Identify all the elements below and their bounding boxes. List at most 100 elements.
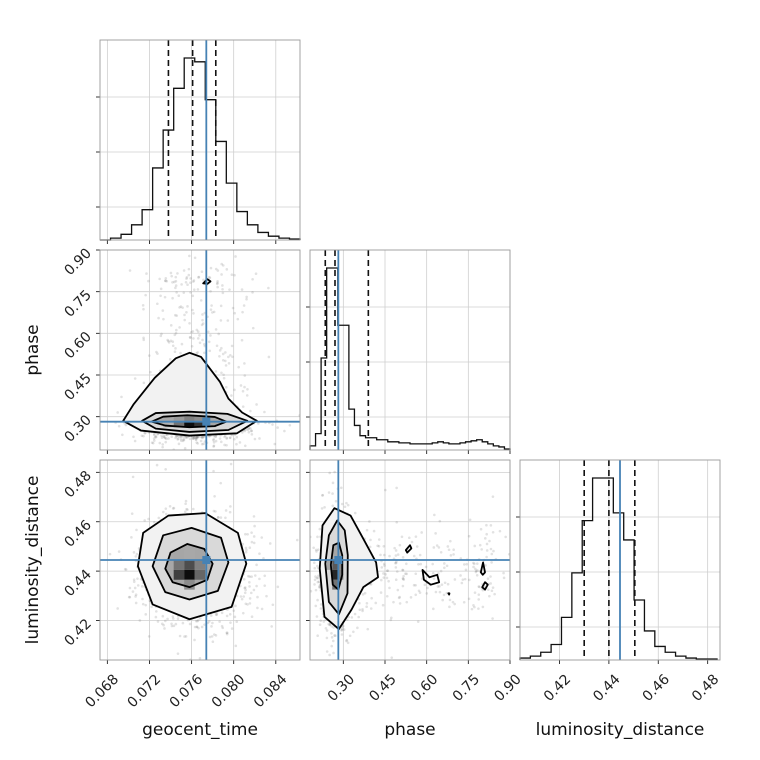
sample-point xyxy=(416,620,420,623)
sample-point xyxy=(198,334,201,337)
sample-point xyxy=(156,620,160,623)
sample-point xyxy=(253,524,256,528)
y-tick-label: 0.46 xyxy=(61,517,94,550)
sample-point xyxy=(116,411,119,414)
sample-point xyxy=(172,506,176,510)
x-tick-label: 0.48 xyxy=(689,671,722,704)
sample-point xyxy=(174,436,177,440)
sample-point xyxy=(333,470,336,474)
sample-point xyxy=(202,442,205,446)
sample-point xyxy=(144,431,147,435)
sample-point xyxy=(176,652,180,655)
contour-line xyxy=(122,351,258,437)
sample-point xyxy=(171,617,175,620)
panel-frame xyxy=(99,249,301,451)
sample-point xyxy=(491,586,495,589)
sample-point xyxy=(191,437,195,440)
sample-point xyxy=(426,586,429,590)
sample-point xyxy=(190,344,194,348)
sample-point xyxy=(486,577,490,580)
x-axis-label-phase: phase xyxy=(384,720,435,740)
sample-point xyxy=(238,441,242,444)
sample-point xyxy=(169,339,173,343)
sample-point xyxy=(330,631,333,635)
sample-point xyxy=(331,481,335,485)
sample-point xyxy=(240,597,244,601)
contour-line xyxy=(447,592,451,596)
y-tick-label: 0.75 xyxy=(61,287,94,320)
sample-point xyxy=(225,614,229,618)
sample-point xyxy=(472,561,475,565)
sample-point xyxy=(210,304,213,307)
sample-point xyxy=(263,574,267,578)
sample-point xyxy=(233,437,236,441)
sample-point xyxy=(163,619,167,623)
sample-point xyxy=(179,351,182,355)
sample-point xyxy=(447,548,451,552)
x-tick-label: 0.072 xyxy=(125,671,165,711)
sample-point xyxy=(133,586,137,590)
sample-point xyxy=(255,563,258,567)
sample-point xyxy=(176,437,180,440)
sample-point xyxy=(320,507,324,510)
sample-point xyxy=(473,591,477,594)
sample-point xyxy=(227,361,231,365)
sample-point xyxy=(331,639,335,643)
sample-point xyxy=(477,598,481,601)
sample-point xyxy=(202,278,205,282)
sample-point xyxy=(310,589,313,593)
sample-point xyxy=(162,435,166,439)
sample-point xyxy=(194,438,198,441)
contour-line xyxy=(324,519,349,616)
sample-point xyxy=(502,576,506,580)
sample-point xyxy=(316,576,320,580)
sample-point xyxy=(195,441,198,444)
sample-point xyxy=(418,553,422,557)
sample-point xyxy=(446,582,450,586)
sample-point xyxy=(132,578,136,581)
sample-point xyxy=(233,388,236,392)
panel-content xyxy=(310,460,510,660)
sample-point xyxy=(179,305,183,308)
sample-point xyxy=(315,550,318,553)
sample-point xyxy=(234,255,237,258)
sample-point xyxy=(419,562,423,566)
sample-point xyxy=(134,595,137,598)
sample-point xyxy=(389,618,393,622)
sample-point xyxy=(242,304,246,307)
sample-point xyxy=(295,538,299,542)
sample-point xyxy=(229,505,232,508)
sample-point xyxy=(234,644,238,648)
x-tick-label: 0.60 xyxy=(408,671,441,704)
sample-point xyxy=(341,627,344,631)
sample-point xyxy=(423,583,427,587)
sample-point xyxy=(235,435,239,439)
sample-point xyxy=(384,488,387,492)
sample-point xyxy=(477,607,480,610)
sample-point xyxy=(225,268,229,271)
sample-point xyxy=(241,542,245,546)
sample-point xyxy=(433,513,436,517)
sample-point xyxy=(241,611,245,615)
truth-marker xyxy=(334,556,343,564)
x-tick-label: 0.076 xyxy=(167,671,207,711)
sample-point xyxy=(341,624,345,628)
sample-point xyxy=(473,562,476,566)
sample-point xyxy=(443,562,446,565)
sample-point xyxy=(182,438,186,442)
sample-point xyxy=(171,280,174,284)
sample-point xyxy=(313,566,317,570)
sample-point xyxy=(144,613,148,616)
panel-frame xyxy=(99,459,301,661)
sample-point xyxy=(247,426,251,430)
sample-point xyxy=(258,552,261,555)
sample-point xyxy=(377,538,381,541)
sample-point xyxy=(330,625,333,628)
sample-point xyxy=(251,277,254,281)
sample-point xyxy=(217,332,221,336)
sample-point xyxy=(334,634,337,638)
sample-point xyxy=(215,282,219,286)
sample-point xyxy=(176,272,179,275)
sample-point xyxy=(220,346,223,350)
sample-point xyxy=(327,622,330,626)
